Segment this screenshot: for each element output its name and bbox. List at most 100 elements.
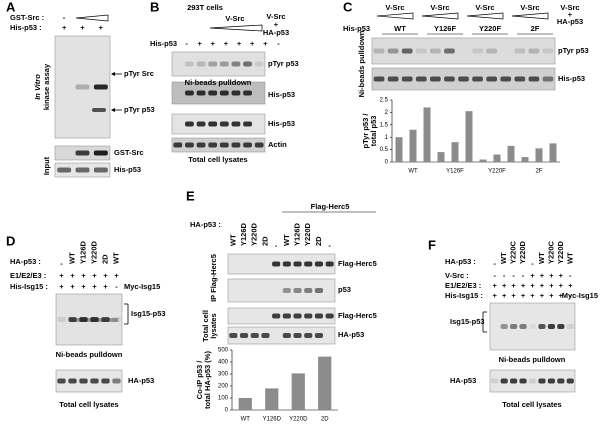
label: HA-p53 :	[10, 257, 41, 266]
sign: +	[502, 291, 507, 300]
band	[68, 378, 77, 384]
sign: +	[559, 291, 564, 300]
y-axis-label: total HA-p53 (%)	[203, 351, 212, 409]
label: Y220D	[303, 222, 312, 246]
band	[547, 324, 555, 329]
x-tick-label: Y126F	[446, 169, 464, 175]
band	[219, 90, 229, 96]
band	[93, 84, 108, 90]
band	[90, 378, 99, 384]
bar	[238, 398, 252, 410]
sign: +	[81, 282, 86, 291]
label: In Vitro	[33, 74, 42, 100]
sign: +	[530, 281, 535, 290]
label: WT	[394, 24, 406, 33]
panel-letter: D	[6, 233, 15, 248]
bar	[318, 356, 332, 410]
y-tick-label: 500	[218, 348, 229, 354]
label: -	[63, 13, 66, 22]
label: WT	[111, 252, 120, 264]
bar	[451, 142, 459, 162]
blot	[171, 81, 266, 105]
label: Y220D	[556, 240, 565, 264]
band	[68, 317, 77, 322]
band	[196, 61, 206, 67]
band	[314, 313, 324, 319]
band	[208, 61, 218, 67]
panel-letter: F	[428, 237, 436, 252]
caption: Ni-beads pulldown	[185, 78, 252, 87]
caption: Total cell lysates	[502, 400, 561, 409]
label: GST-Src :	[10, 13, 44, 22]
sign: +	[540, 271, 545, 280]
sign: -	[569, 271, 572, 280]
label: His-p53	[268, 119, 295, 128]
band	[173, 142, 183, 148]
band	[486, 76, 498, 82]
y-tick-label: 400	[218, 360, 229, 366]
band	[57, 317, 66, 322]
band	[293, 313, 302, 319]
sign: -	[60, 259, 63, 268]
band	[219, 142, 229, 148]
x-tick-label: 2F	[535, 169, 542, 175]
band	[557, 378, 565, 384]
label: WT	[228, 234, 237, 246]
sign: +	[493, 281, 498, 290]
band	[93, 150, 108, 156]
label: His-Isg15 :	[10, 282, 48, 291]
y-tick-label: 100	[218, 396, 229, 402]
label: Isg15-p53	[131, 309, 166, 318]
band	[75, 150, 90, 156]
x-tick-label: WT	[241, 417, 251, 423]
band	[196, 90, 206, 96]
band	[282, 313, 291, 319]
band	[239, 333, 249, 338]
label: 2D	[100, 254, 109, 264]
band	[92, 108, 106, 112]
x-tick-label: 2D	[321, 417, 329, 423]
band	[229, 333, 238, 338]
band	[112, 317, 121, 322]
band	[542, 48, 554, 54]
sign: +	[549, 281, 554, 290]
band	[429, 76, 441, 82]
sign: +	[114, 271, 119, 280]
label: HA-p53	[263, 28, 289, 37]
band	[254, 61, 264, 67]
label: Y220C	[546, 240, 555, 264]
sign: +	[59, 271, 64, 280]
band	[272, 313, 281, 319]
band	[510, 324, 518, 329]
sign: +	[493, 291, 498, 300]
band	[293, 261, 302, 267]
sign: +	[70, 282, 75, 291]
band	[519, 378, 527, 384]
y-axis-label: Co-IP p53 /	[195, 360, 204, 400]
band	[458, 76, 469, 82]
sign: +	[224, 39, 229, 48]
arrow-head	[111, 108, 115, 112]
bar	[535, 148, 543, 162]
wedge	[75, 14, 109, 22]
sign: +	[511, 281, 516, 290]
band	[57, 378, 66, 384]
band	[491, 378, 499, 384]
sign: -	[503, 271, 506, 280]
bar	[521, 157, 529, 162]
caption: Total cell lysates	[59, 400, 118, 409]
label: Y220D	[518, 240, 527, 264]
bar	[493, 154, 501, 162]
label: His-p53	[343, 24, 370, 33]
sign: +	[530, 271, 535, 280]
band	[514, 76, 526, 82]
label: Actin	[268, 140, 287, 149]
x-tick-label: Y126D	[263, 417, 282, 423]
label: kinase assay	[42, 63, 51, 110]
label: Y126F	[434, 24, 457, 33]
band	[196, 142, 206, 148]
band	[510, 378, 518, 384]
caption: Ni-beads pulldown	[56, 350, 123, 359]
band	[444, 76, 455, 82]
band	[387, 48, 399, 54]
